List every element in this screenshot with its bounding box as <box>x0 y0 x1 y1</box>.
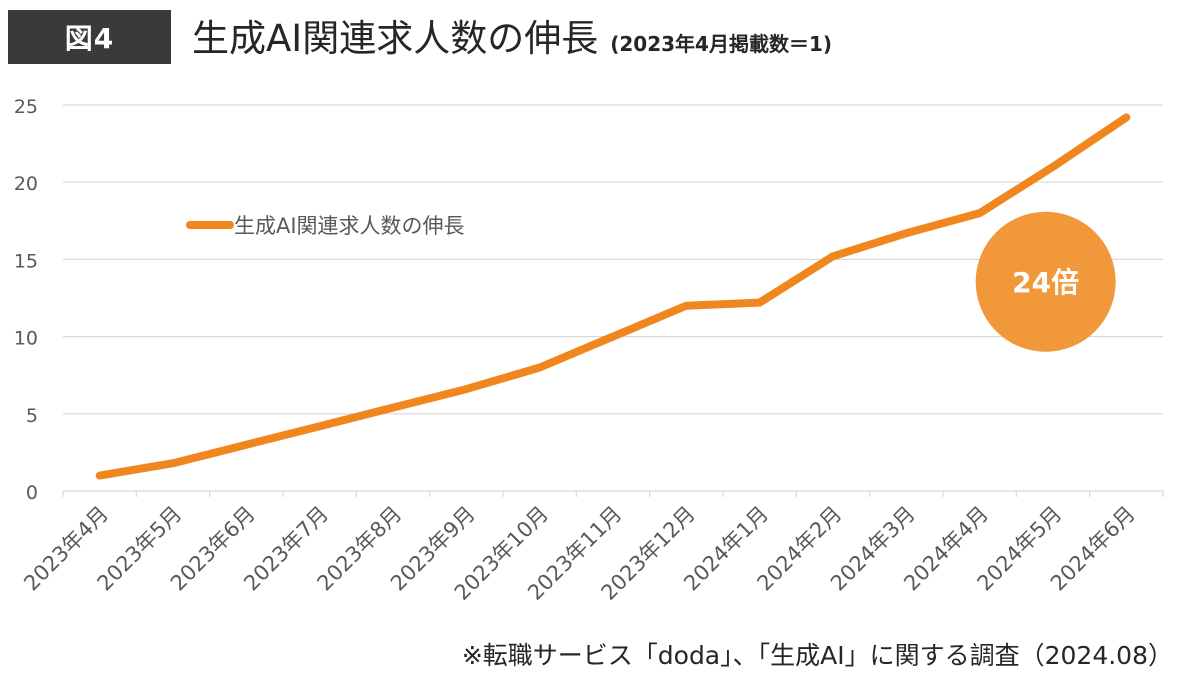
source-note: ※転職サービス「doda」、「生成AI」に関する調査（2024.08） <box>461 641 1173 670</box>
chart-title: 生成AI関連求人数の伸長 (2023年4月掲載数＝1) <box>192 12 832 66</box>
y-tick-label: 15 <box>14 250 38 272</box>
y-tick-label: 10 <box>14 328 38 350</box>
series-line <box>95 113 1131 480</box>
chart-title-main: 生成AI関連求人数の伸長 <box>192 17 599 60</box>
y-tick-label: 5 <box>26 405 38 427</box>
legend-label: 生成AI関連求人数の伸長 <box>234 214 465 238</box>
y-tick-label: 20 <box>14 173 38 195</box>
y-tick-label: 25 <box>14 96 38 118</box>
y-tick-label: 0 <box>26 482 38 504</box>
figure-label-badge: 図4 <box>8 10 171 64</box>
annotation-label: 24倍 <box>1012 266 1079 299</box>
annotation-bubble <box>975 211 1116 352</box>
chart-subtitle: (2023年4月掲載数＝1) <box>610 32 833 56</box>
